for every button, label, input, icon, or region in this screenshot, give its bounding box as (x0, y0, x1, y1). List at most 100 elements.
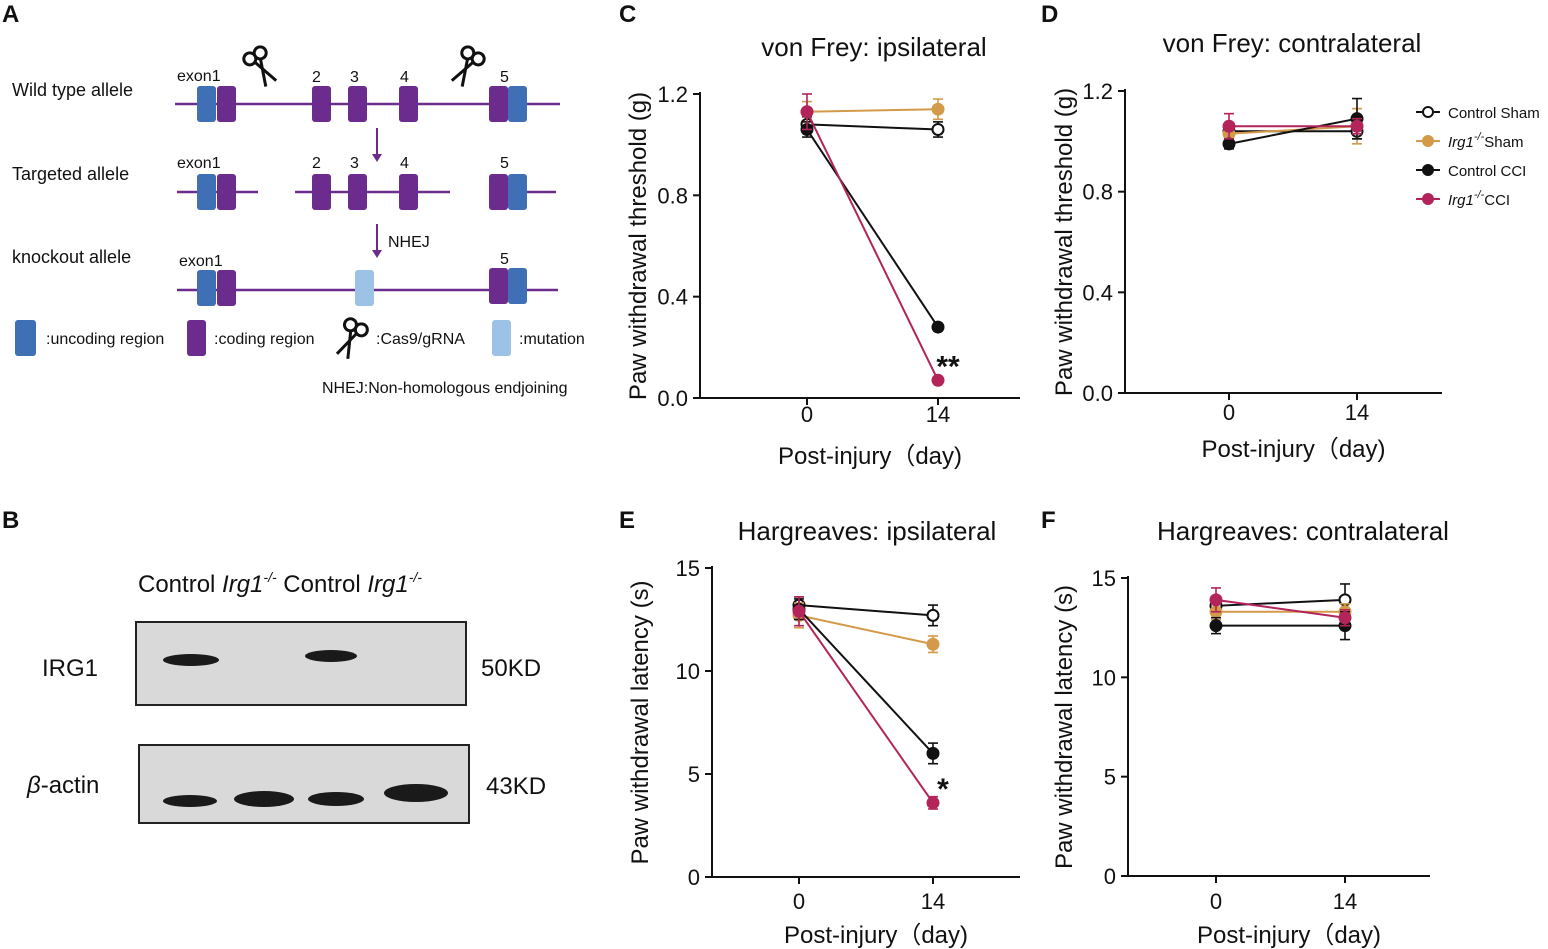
x-tick-label: 14 (926, 402, 950, 427)
chart-title: von Frey: contralateral (1163, 28, 1422, 58)
legend-label: Control CCI (1448, 163, 1526, 180)
chart-von-frey-contralateral: von Frey: contralateral 0.0 0.4 0.8 1.2 0 14 Po… (1051, 28, 1442, 463)
series-0 (800, 116, 945, 138)
uncoding-exon (197, 270, 216, 306)
series-line (798, 608, 934, 755)
legend-marker (1422, 164, 1434, 176)
wild-type-allele-diagram: exon1 2 3 4 5 (175, 45, 560, 122)
exon-number: 2 (312, 155, 321, 172)
series-3 (800, 93, 945, 387)
y-tick-label: 0.4 (657, 285, 688, 310)
exon-number: 5 (500, 155, 509, 172)
actin-text: -actin (41, 772, 100, 799)
data-point (1209, 619, 1223, 633)
legend-entry: Control CCI (1416, 163, 1526, 180)
exon-number: 5 (500, 69, 509, 86)
mutation-region (355, 270, 374, 306)
y-tick-label: 15 (1092, 566, 1116, 591)
beta-symbol: β (26, 772, 41, 799)
targeted-allele-diagram: exon1 2 3 4 5 (177, 155, 556, 210)
coding-exon (312, 86, 331, 122)
series-line (798, 610, 934, 804)
x-axis-label: Post-injury（day) (1197, 922, 1381, 949)
legend-coding-swatch (187, 320, 206, 356)
exon-number: 3 (350, 69, 359, 86)
chart-von-frey-ipsilateral: von Frey: ipsilateral 0.0 0.4 0.8 1.2 0 14 Post… (625, 32, 1020, 470)
allele-label-wild-type: Wild type allele (12, 80, 133, 100)
exon1-label: exon1 (179, 253, 223, 270)
legend-superscript: -/- (1474, 189, 1485, 201)
x-tick-label: 0 (1210, 889, 1222, 914)
y-tick-label: 5 (1104, 765, 1116, 790)
y-axis-label: Paw withdrawal threshold (g) (1051, 88, 1078, 396)
coding-exon (489, 268, 508, 304)
uncoding-exon (197, 86, 216, 122)
coding-exon (217, 174, 236, 210)
panel-b: B Control Irg1-/- Control Irg1-/- IRG1 5… (2, 507, 546, 824)
series-line (1215, 598, 1346, 607)
uncoding-exon (508, 268, 527, 304)
series-2 (792, 598, 940, 765)
uncoding-exon (197, 174, 216, 210)
series-line (798, 604, 934, 617)
blot-row-actin-size: 43KD (486, 773, 546, 800)
exon1-label: exon1 (177, 68, 221, 85)
series-line (1215, 598, 1346, 619)
lane-label-gene: Irg1 (222, 571, 263, 598)
chart-title: von Frey: ipsilateral (761, 32, 986, 62)
data-point (931, 320, 945, 334)
nhej-footnote: NHEJ:Non-homologous endjoining (322, 380, 567, 397)
series-line (806, 111, 939, 381)
data-point (926, 746, 940, 760)
exon1-label: exon1 (177, 155, 221, 172)
scissors-icon (335, 317, 369, 360)
lane-labels: Control Irg1-/- Control Irg1-/- (138, 569, 422, 598)
x-tick-label: 14 (1333, 889, 1357, 914)
y-tick-label: 0.0 (657, 386, 688, 411)
data-point (931, 373, 945, 387)
coding-exon (348, 174, 367, 210)
legend-coding-label: :coding region (214, 331, 315, 348)
data-point (1222, 137, 1236, 151)
x-tick-label: 14 (921, 889, 945, 914)
legend-uncoding-label: :uncoding region (46, 331, 164, 348)
chart-hargreaves-ipsilateral: Hargreaves: ipsilateral 0 5 10 15 0 14 Post-inj… (627, 516, 1020, 949)
legend-superscript: -/- (1474, 131, 1485, 143)
lane-label: Control (283, 571, 360, 598)
chart-title: Hargreaves: ipsilateral (738, 516, 997, 546)
data-point (792, 604, 806, 618)
coding-exon (489, 174, 508, 210)
legend-entry: Irg1-/-CCI (1416, 189, 1510, 209)
legend-marker (1422, 135, 1434, 147)
lane-label-superscript: -/- (409, 569, 423, 585)
allele-label-knockout: knockout allele (12, 247, 131, 267)
lane-label: Control (138, 571, 215, 598)
y-tick-label: 10 (1092, 665, 1116, 690)
series-line (1228, 125, 1358, 135)
legend-marker (1422, 193, 1434, 205)
legend-mutation-label: :mutation (519, 331, 585, 348)
series-line (806, 123, 939, 131)
legend-mutation-swatch (492, 320, 511, 356)
legend-text: Sham (1484, 134, 1523, 151)
coding-exon (217, 86, 236, 122)
series-3 (792, 596, 940, 810)
coding-exon (399, 86, 418, 122)
y-tick-label: 1.2 (1082, 79, 1113, 104)
significance-marker: * (937, 773, 949, 806)
blot-row-irg1-size: 50KD (481, 655, 541, 682)
nhej-label: NHEJ (388, 234, 430, 251)
legend-label: Irg1-/-Sham (1448, 131, 1523, 151)
y-axis-label: Paw withdrawal threshold (g) (625, 92, 652, 400)
legend-text: CCI (1484, 192, 1510, 209)
y-tick-label: 0.0 (1082, 381, 1113, 406)
legend-gene: Irg1 (1448, 192, 1474, 209)
blot-band (384, 784, 448, 802)
legend-cas9-label: :Cas9/gRNA (376, 331, 465, 348)
data-point (926, 796, 940, 810)
x-tick-label: 0 (793, 889, 805, 914)
y-tick-label: 0.4 (1082, 280, 1113, 305)
significance-marker: ** (936, 350, 960, 383)
